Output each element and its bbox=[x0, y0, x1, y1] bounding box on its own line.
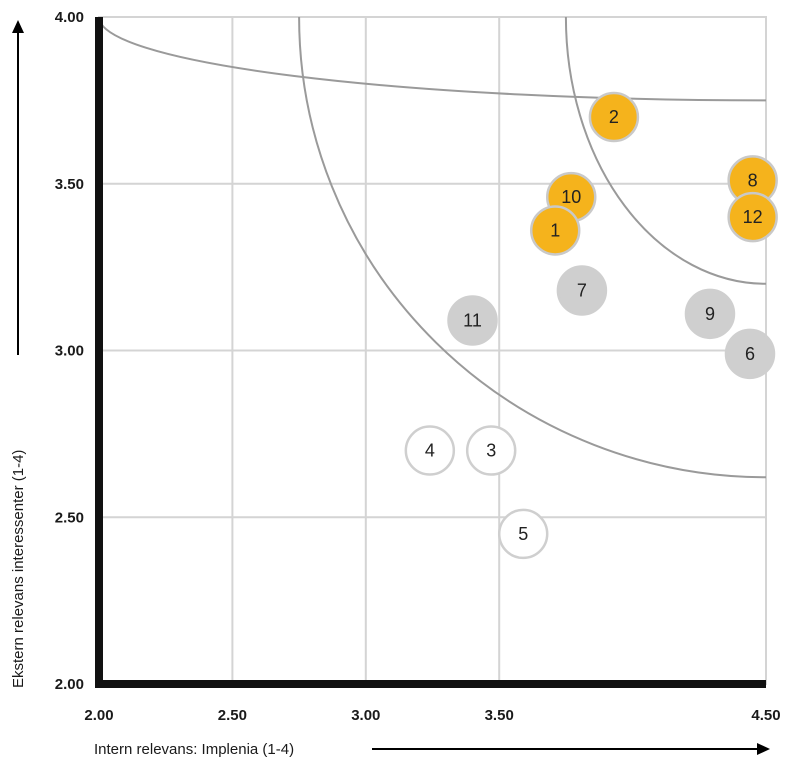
data-point-label: 3 bbox=[486, 441, 496, 461]
threshold-curve bbox=[99, 17, 766, 100]
data-point-label: 12 bbox=[743, 207, 763, 227]
data-point-label: 1 bbox=[550, 220, 560, 240]
x-tick-label: 3.50 bbox=[485, 707, 514, 724]
data-point-label: 6 bbox=[745, 344, 755, 364]
threshold-curve bbox=[299, 17, 766, 477]
y-axis-title: Ekstern relevans interessenter (1-4) bbox=[10, 450, 27, 688]
data-point-label: 4 bbox=[425, 441, 435, 461]
x-tick-label: 2.00 bbox=[84, 707, 113, 724]
data-points: 2 8 10 12 1 7 11 9 6 4 3 5 bbox=[406, 93, 777, 558]
x-tick-label: 2.50 bbox=[218, 707, 247, 724]
y-axis-arrow-head bbox=[12, 20, 24, 33]
data-point-label: 7 bbox=[577, 280, 587, 300]
data-point-label: 11 bbox=[463, 310, 482, 330]
threshold-curves bbox=[99, 17, 766, 477]
gridlines bbox=[99, 17, 766, 684]
threshold-curve bbox=[566, 17, 766, 284]
data-point-label: 9 bbox=[705, 304, 715, 324]
axes bbox=[95, 17, 766, 688]
x-tick-label: 4.50 bbox=[751, 707, 780, 724]
y-tick-label: 4.00 bbox=[55, 9, 84, 26]
y-tick-label: 3.00 bbox=[55, 343, 84, 360]
data-point-label: 5 bbox=[518, 524, 528, 544]
tick-labels: 2.00 2.50 3.00 3.50 4.50 4.00 3.50 3.00 2.50 2.00 bbox=[55, 9, 781, 724]
y-tick-label: 2.50 bbox=[55, 509, 84, 526]
y-tick-label: 2.00 bbox=[55, 676, 84, 693]
y-tick-label: 3.50 bbox=[55, 176, 84, 193]
x-tick-label: 3.00 bbox=[351, 707, 380, 724]
x-axis-title: Intern relevans: Implenia (1-4) bbox=[94, 741, 294, 758]
data-point-label: 8 bbox=[748, 170, 758, 190]
data-point-label: 2 bbox=[609, 107, 619, 127]
x-axis-arrow-head bbox=[757, 743, 770, 755]
data-point-label: 10 bbox=[561, 187, 581, 207]
